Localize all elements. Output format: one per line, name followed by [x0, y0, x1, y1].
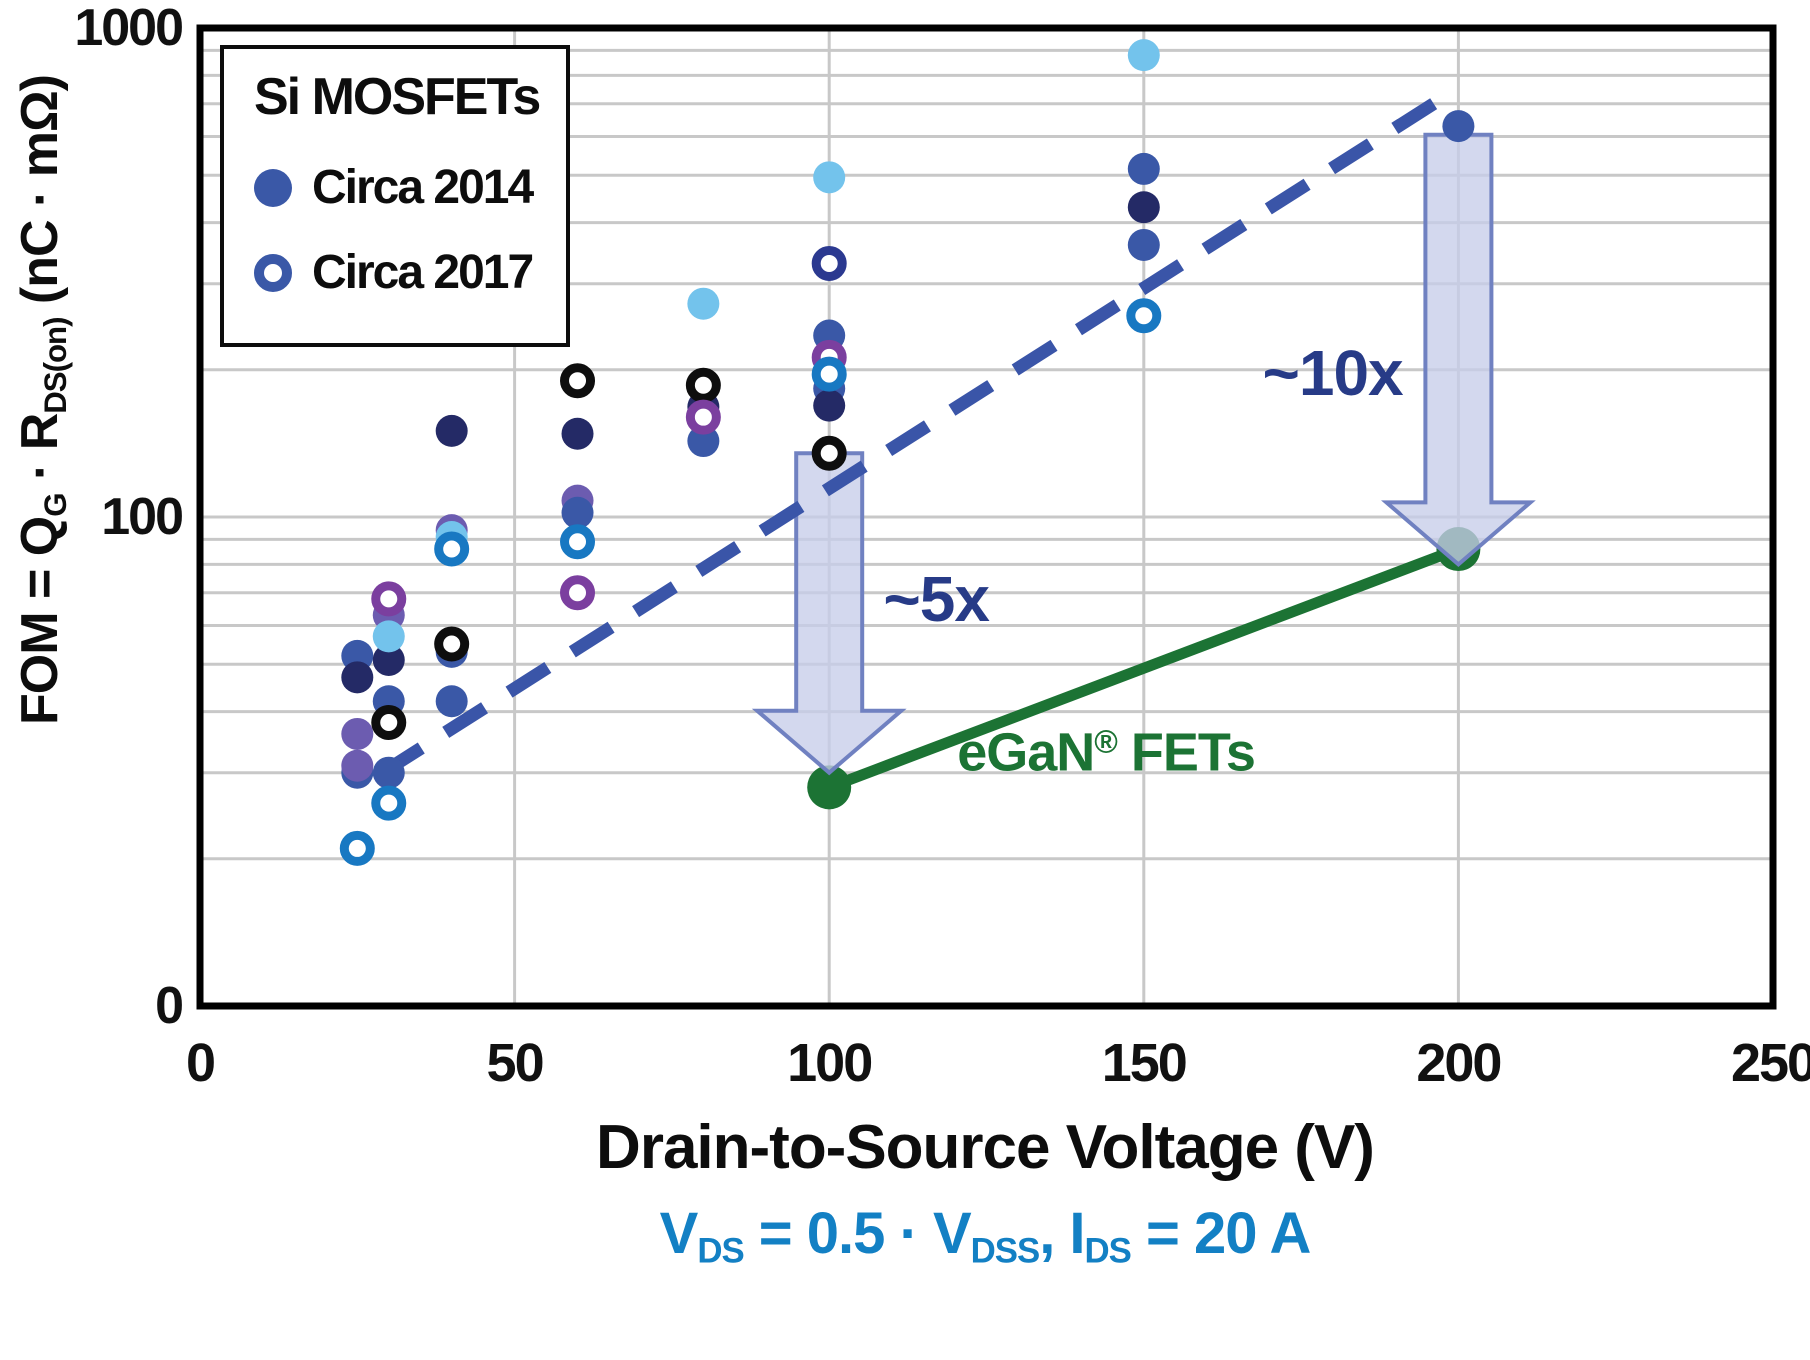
- reduction-arrow: [1381, 132, 1536, 568]
- scatter-point-2014: [813, 161, 846, 194]
- plot-frame: [196, 24, 1777, 1010]
- scatter-point-2014: [341, 749, 374, 782]
- scatter-point-2014: [1127, 191, 1160, 224]
- reduction-arrow: [751, 451, 907, 776]
- scatter-point-2017: [371, 581, 407, 617]
- scatter-point-2017: [685, 399, 721, 435]
- scatter-point-2017: [685, 367, 721, 403]
- x-tick-label: 0: [185, 1033, 216, 1093]
- scatter-point-2014: [561, 496, 594, 529]
- open-circle-marker-icon: [254, 253, 292, 292]
- scatter-point-2017: [560, 363, 596, 399]
- chart-subtitle: VDS = 0.5 · VDSS, IDS = 20 A: [659, 1201, 1312, 1271]
- scatter-point-2014: [561, 417, 594, 450]
- arrow-ratio-label: ~5x: [883, 563, 990, 635]
- scatter-point-2014: [341, 661, 374, 694]
- y-tick-label: 1000: [74, 0, 184, 57]
- x-axis-title: Drain-to-Source Voltage (V): [596, 1113, 1375, 1182]
- y-tick-label: 100: [101, 488, 184, 546]
- egan-series-label: eGaN® FETs: [957, 722, 1255, 782]
- scatter-point-2017: [811, 245, 847, 281]
- x-tick-label: 100: [787, 1033, 873, 1093]
- y-axis-title: FOM = QG · RDS(on) (nC · mΩ): [11, 74, 73, 726]
- scatter-point-2014: [372, 643, 405, 676]
- x-tick-label: 150: [1101, 1033, 1188, 1093]
- scatter-point-2017: [371, 785, 407, 821]
- scatter-point-2017: [811, 435, 847, 471]
- scatter-point-2014: [435, 685, 468, 718]
- scatter-point-2014: [372, 620, 405, 653]
- scatter-point-2014: [687, 287, 720, 320]
- legend-item-label: Circa 2014: [312, 161, 534, 214]
- scatter-point-2017: [560, 575, 596, 611]
- x-tick-label: 50: [486, 1033, 545, 1093]
- scatter-point-2014: [1127, 39, 1160, 72]
- scatter-point-2017: [560, 524, 596, 560]
- y-tick-label: 0: [155, 977, 184, 1035]
- egan-line: [827, 543, 1461, 793]
- filled-circle-marker-icon: [254, 168, 292, 207]
- scatter-point-2014: [813, 389, 846, 422]
- scatter-point-2017: [434, 531, 470, 567]
- arrow-ratio-label: ~10x: [1262, 337, 1404, 409]
- scatter-point-2014: [372, 756, 405, 789]
- legend-item-circa-2017: Circa 2017: [254, 245, 566, 300]
- legend-item-circa-2014: Circa 2014: [254, 160, 566, 215]
- x-tick-label: 200: [1416, 1033, 1502, 1093]
- scatter-point-2014: [341, 717, 374, 750]
- x-tick-label: 250: [1730, 1033, 1810, 1093]
- scatter-point-2017: [811, 356, 847, 392]
- scatter-point-2014: [1127, 152, 1160, 185]
- scatter-point-2017: [1126, 298, 1162, 334]
- scatter-point-2014: [435, 414, 468, 447]
- scatter-point-2014: [1127, 228, 1160, 261]
- scatter-point-2014: [1442, 110, 1475, 143]
- scatter-point-2014: [687, 425, 720, 458]
- si-trend-dashed-line: [378, 86, 1456, 779]
- legend-title: Si MOSFETs: [254, 68, 541, 126]
- scatter-point-2017: [339, 830, 375, 866]
- scatter-point-2017: [371, 704, 407, 740]
- egan-point: [807, 765, 852, 810]
- legend: Si MOSFETs Circa 2014 Circa 2017: [220, 45, 570, 347]
- legend-item-label: Circa 2017: [312, 246, 534, 299]
- scatter-point-2017: [434, 626, 470, 662]
